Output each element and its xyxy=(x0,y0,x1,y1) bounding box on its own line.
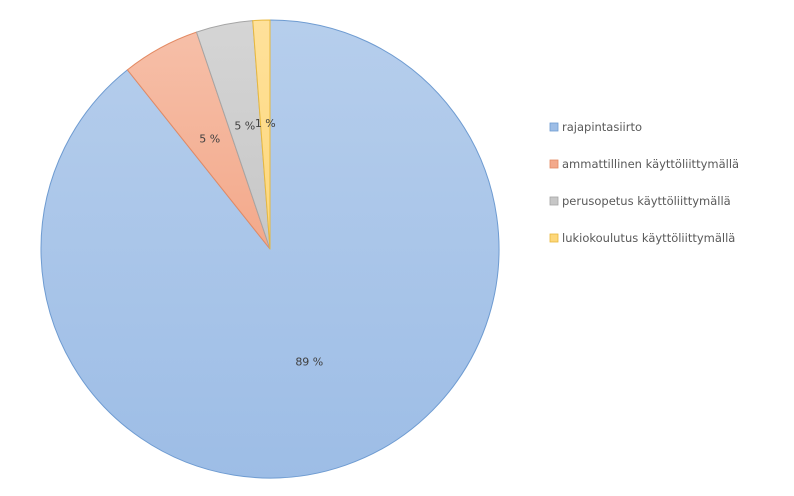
legend-swatch-rajapintasiirto xyxy=(549,122,559,132)
legend-label-rajapintasiirto: rajapintasiirto xyxy=(562,120,642,134)
legend-swatch-lukiokoulutus-kayttoliittymalla xyxy=(549,233,559,243)
pie-slice-lukiokoulutus-kayttoliittymalla xyxy=(252,19,271,250)
pie-data-labels: 89 %5 %5 % 1 % xyxy=(199,117,323,368)
data-label-rajapintasiirto: 89 % xyxy=(295,355,323,368)
legend-label-ammattillinen-kayttoliittymalla: ammattillinen käyttöliittymällä xyxy=(562,157,739,171)
data-label-lukiokoulutus-kayttoliittymalla: 1 % xyxy=(255,117,276,130)
data-label-ammattillinen-kayttoliittymalla: 5 % xyxy=(199,132,220,145)
legend-label-lukiokoulutus-kayttoliittymalla: lukiokoulutus käyttöliittymällä xyxy=(562,231,735,245)
legend-label-perusopetus-kayttoliittymalla: perusopetus käyttöliittymällä xyxy=(562,194,731,208)
legend: rajapintasiirto ammattillinen käyttöliitt… xyxy=(549,120,739,245)
data-label-perusopetus-kayttoliittymalla: 5 % xyxy=(234,120,255,133)
pie-slices xyxy=(40,19,500,479)
legend-swatch-ammattillinen-kayttoliittymalla xyxy=(549,159,559,169)
legend-swatch-perusopetus-kayttoliittymalla xyxy=(549,196,559,206)
